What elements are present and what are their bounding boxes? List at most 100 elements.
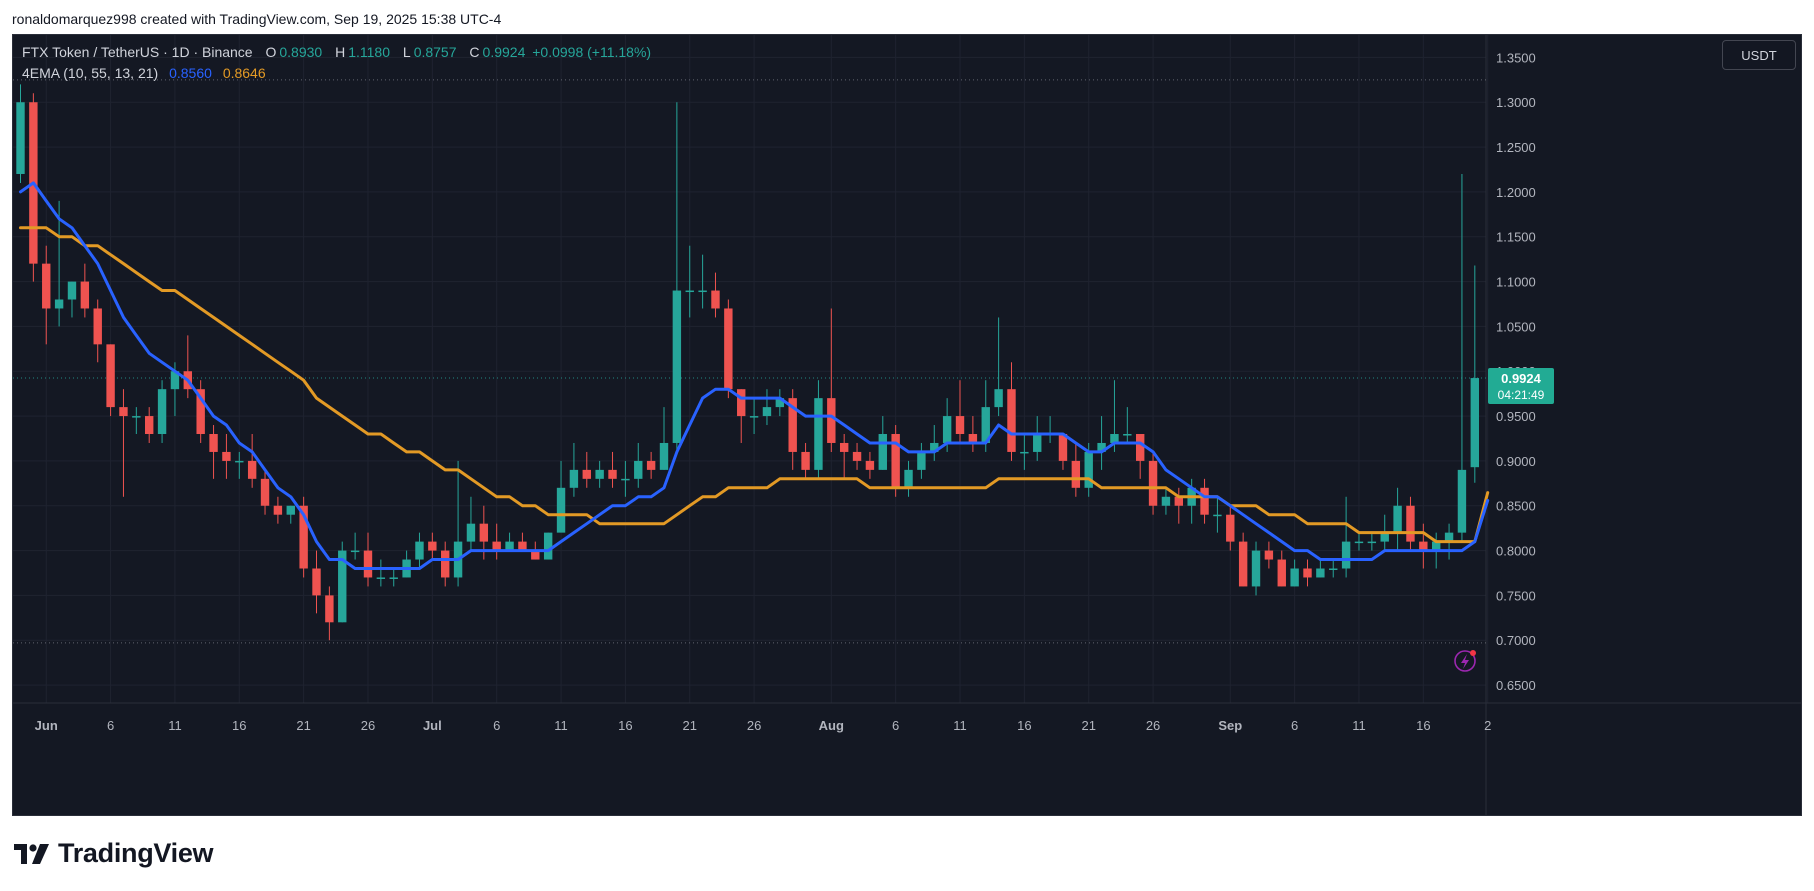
candle-body[interactable] (222, 451, 231, 461)
candle-body[interactable] (1432, 541, 1441, 551)
candle-body[interactable] (904, 469, 913, 488)
candle-body[interactable] (1238, 541, 1248, 587)
candle-body[interactable] (1444, 532, 1454, 542)
candle-body[interactable] (1380, 532, 1389, 542)
candle-body[interactable] (338, 550, 347, 623)
candle-body[interactable] (698, 290, 707, 293)
candle-body[interactable] (492, 541, 501, 551)
candle-body[interactable] (466, 523, 476, 542)
candle-body[interactable] (1470, 378, 1480, 468)
candle-body[interactable] (312, 568, 321, 596)
price-chart[interactable]: 0.6500 0.7000 0.7500 0.8000 0.8500 0.9000 0.95… (13, 35, 1801, 815)
candle-body[interactable] (659, 442, 669, 470)
candle-body[interactable] (1135, 434, 1145, 461)
candle-body[interactable] (981, 407, 990, 443)
candle-body[interactable] (1148, 460, 1158, 506)
candle-body[interactable] (711, 290, 720, 309)
candle-body[interactable] (917, 451, 926, 470)
candle-body[interactable] (1303, 568, 1312, 578)
candle-body[interactable] (1033, 434, 1042, 452)
indicator-title[interactable]: 4EMA (10, 55, 13, 21) (22, 65, 159, 81)
chart-frame[interactable] (12, 34, 1802, 816)
candle-body[interactable] (1457, 469, 1467, 533)
candle-body[interactable] (930, 442, 939, 452)
candle-body[interactable] (1226, 514, 1235, 542)
candle-body[interactable] (749, 416, 759, 418)
candle-body[interactable] (724, 308, 733, 390)
candle-body[interactable] (955, 416, 965, 435)
candle-body[interactable] (1071, 460, 1081, 488)
candle-body[interactable] (80, 281, 90, 309)
candle-body[interactable] (672, 290, 682, 443)
candle-body[interactable] (1058, 434, 1068, 461)
candle-body[interactable] (634, 460, 643, 479)
candle-body[interactable] (1174, 496, 1183, 506)
candle-body[interactable] (93, 308, 102, 345)
candle-body[interactable] (1007, 389, 1016, 452)
candle-body[interactable] (775, 398, 785, 408)
candle-body[interactable] (827, 398, 836, 443)
candle-body[interactable] (1020, 451, 1029, 454)
candle-body[interactable] (1341, 541, 1351, 569)
candle-body[interactable] (814, 398, 823, 470)
candle-body[interactable] (1329, 568, 1338, 571)
candle-body[interactable] (1354, 541, 1364, 544)
candle-body[interactable] (1367, 541, 1377, 544)
candle-body[interactable] (235, 460, 244, 463)
candle-body[interactable] (209, 434, 218, 452)
candle-body[interactable] (16, 102, 25, 174)
candle-body[interactable] (1084, 451, 1093, 488)
candle-body[interactable] (441, 550, 450, 578)
candle-body[interactable] (1316, 568, 1325, 578)
candle-body[interactable] (531, 550, 540, 560)
candle-body[interactable] (646, 460, 656, 470)
candle-body[interactable] (801, 451, 810, 470)
candle-body[interactable] (119, 407, 128, 417)
symbol-title[interactable]: FTX Token / TetherUS · 1D · Binance (22, 44, 253, 60)
candle-body[interactable] (1264, 550, 1274, 560)
candle-body[interactable] (299, 505, 308, 569)
candle-body[interactable] (363, 550, 373, 578)
candle-body[interactable] (157, 389, 167, 435)
candle-body[interactable] (1290, 568, 1299, 587)
candle-body[interactable] (428, 541, 437, 551)
candle-body[interactable] (852, 451, 862, 461)
candle-body[interactable] (132, 416, 141, 418)
candle-body[interactable] (737, 389, 746, 417)
candle-body[interactable] (1419, 541, 1428, 551)
candle-body[interactable] (106, 344, 115, 408)
candle-body[interactable] (595, 469, 604, 479)
candle-body[interactable] (1110, 434, 1119, 443)
candle-body[interactable] (286, 505, 295, 515)
lightning-icon[interactable] (1454, 650, 1476, 672)
candle-body[interactable] (788, 398, 797, 452)
candle-body[interactable] (968, 434, 978, 443)
candle-body[interactable] (479, 523, 489, 542)
candle-body[interactable] (170, 371, 180, 390)
candle-body[interactable] (1123, 434, 1132, 436)
candle-body[interactable] (54, 299, 64, 309)
candle-body[interactable] (569, 469, 579, 488)
candle-body[interactable] (839, 442, 849, 452)
candle-body[interactable] (273, 505, 283, 515)
currency-button[interactable]: USDT (1722, 40, 1796, 70)
candle-body[interactable] (42, 263, 51, 309)
candle-body[interactable] (415, 541, 424, 560)
candle-body[interactable] (247, 460, 257, 479)
candle-body[interactable] (762, 407, 772, 417)
candle-body[interactable] (1213, 514, 1222, 517)
candle-body[interactable] (891, 434, 900, 488)
candle-body[interactable] (608, 469, 617, 479)
candle-body[interactable] (685, 290, 694, 293)
candle-body[interactable] (1251, 550, 1261, 587)
candle-body[interactable] (518, 541, 527, 551)
candle-body[interactable] (942, 416, 952, 443)
candle-body[interactable] (1097, 442, 1106, 452)
candle-body[interactable] (350, 550, 360, 553)
candle-body[interactable] (67, 281, 77, 300)
candle-body[interactable] (325, 595, 334, 623)
candle-body[interactable] (260, 478, 270, 506)
candle-body[interactable] (543, 532, 553, 560)
candle-body[interactable] (1200, 487, 1209, 515)
candle-body[interactable] (878, 434, 887, 470)
